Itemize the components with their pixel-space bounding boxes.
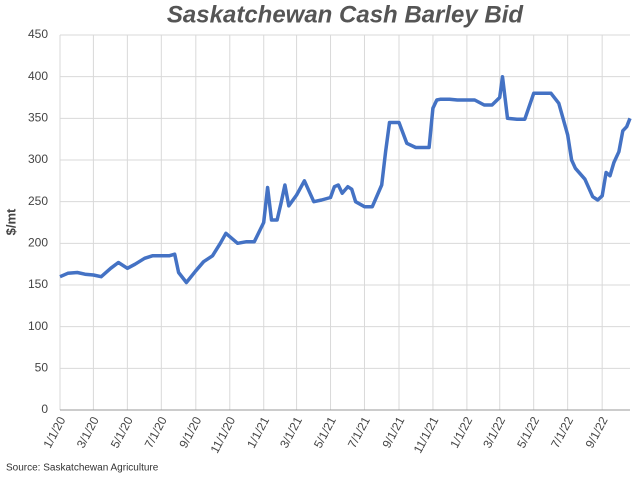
y-axis-label: $/mt <box>3 208 18 235</box>
x-tick-label: 7/1/20 <box>142 414 170 450</box>
x-tick-label: 1/1/21 <box>244 414 272 450</box>
x-tick-label: 3/1/22 <box>480 414 508 450</box>
x-tick-label: 9/1/22 <box>583 414 611 450</box>
x-tick-label: 7/1/21 <box>345 414 373 450</box>
y-tick-label: 450 <box>28 27 48 41</box>
x-tick-label: 5/1/20 <box>108 414 136 450</box>
data-line <box>59 74 632 285</box>
x-tick-label: 1/1/22 <box>447 414 475 450</box>
x-tick-label: 5/1/21 <box>311 414 339 450</box>
x-tick-label: 11/1/20 <box>207 414 238 455</box>
y-tick-label: 350 <box>28 111 48 125</box>
y-tick-label: 250 <box>28 194 48 208</box>
x-tick-label: 9/1/21 <box>379 414 407 450</box>
y-tick-label: 300 <box>28 152 48 166</box>
x-tick-label: 3/1/20 <box>74 414 102 450</box>
y-tick-label: 150 <box>28 277 48 291</box>
chart-title: Saskatchewan Cash Barley Bid <box>167 1 524 28</box>
x-tick-label: 3/1/21 <box>277 414 305 450</box>
x-tick-label: 7/1/22 <box>548 414 576 450</box>
y-tick-label: 200 <box>28 236 48 250</box>
y-tick-label: 400 <box>28 69 48 83</box>
x-tick-label: 5/1/22 <box>514 414 542 450</box>
x-tick-label: 1/1/20 <box>40 414 68 450</box>
y-tick-label: 0 <box>41 402 48 416</box>
x-tick-label: 11/1/21 <box>411 414 442 455</box>
y-tick-label: 50 <box>35 361 49 375</box>
x-tick-label: 9/1/20 <box>176 414 204 450</box>
source-note: Source: Saskatchewan Agriculture <box>6 463 159 474</box>
y-tick-label: 100 <box>28 319 48 333</box>
